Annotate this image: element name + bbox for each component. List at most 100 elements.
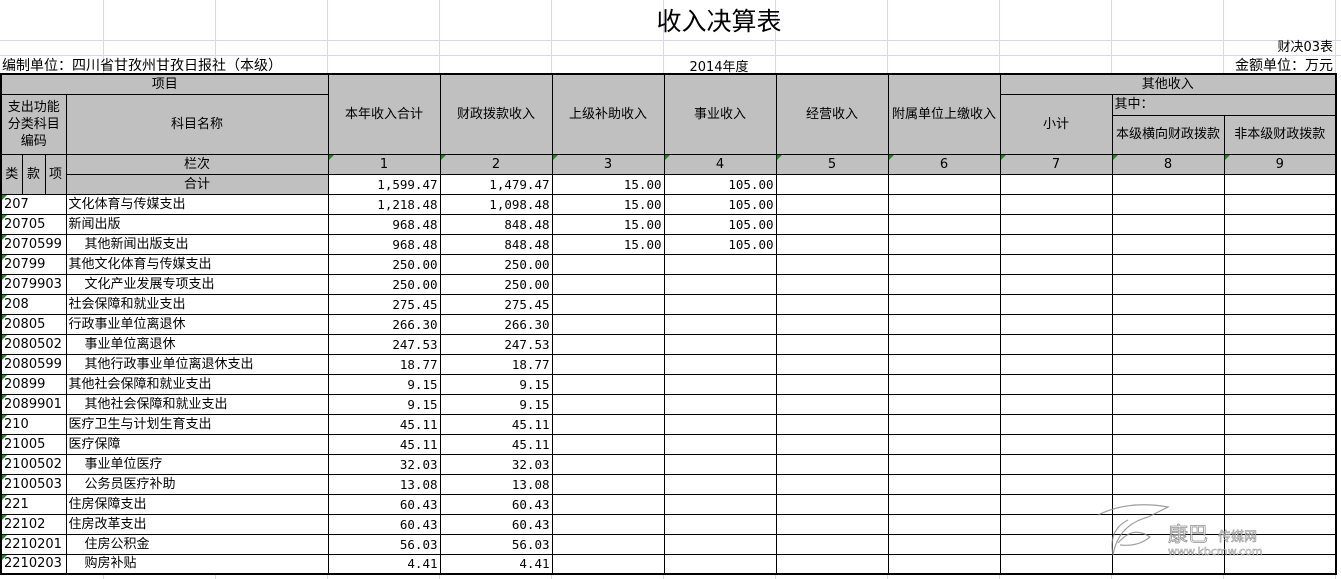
value-cell: 250.00 <box>439 273 553 295</box>
total-value: 1,599.47 <box>327 173 441 195</box>
value-cell: 275.45 <box>439 293 553 315</box>
value-cell: 32.03 <box>327 453 441 475</box>
value-cell: 266.30 <box>327 313 441 335</box>
subject-name: 事业单位离退休 <box>65 333 329 355</box>
value-cell: 60.43 <box>327 513 441 535</box>
value-cell <box>551 453 665 475</box>
subject-name: 其他社会保障和就业支出 <box>65 393 329 415</box>
subject-name: 住房保障支出 <box>65 493 329 515</box>
value-cell <box>887 193 1001 215</box>
subject-code: 2100503 <box>0 473 67 495</box>
value-cell <box>551 373 665 395</box>
value-cell <box>1111 293 1225 315</box>
value-cell <box>999 313 1113 335</box>
value-cell <box>1223 373 1337 395</box>
value-cell <box>887 293 1001 315</box>
value-cell <box>775 273 889 295</box>
value-cell <box>1223 233 1337 255</box>
value-cell <box>775 433 889 455</box>
value-cell <box>999 233 1113 255</box>
header-kuan: 款 <box>21 153 46 195</box>
value-cell: 105.00 <box>663 213 777 235</box>
subject-code: 2210201 <box>0 533 67 555</box>
subject-code: 2089901 <box>0 393 67 415</box>
watermark-name: 康巴 <box>1168 522 1208 546</box>
subject-name: 文化体育与传媒支出 <box>65 193 329 215</box>
col-num: 7 <box>999 153 1113 175</box>
value-cell <box>999 353 1113 375</box>
value-cell <box>1111 313 1225 335</box>
value-cell <box>663 393 777 415</box>
value-cell <box>887 413 1001 435</box>
value-cell <box>999 413 1113 435</box>
value-cell <box>775 473 889 495</box>
header-lanci: 栏次 <box>65 153 329 175</box>
table-row: 207 文化体育与传媒支出 1,218.48 1,098.48 15.00 105.00 <box>0 193 1337 215</box>
value-cell <box>663 373 777 395</box>
value-cell <box>551 353 665 375</box>
header-lei: 类 <box>0 153 23 195</box>
value-cell <box>887 553 1001 575</box>
value-cell <box>551 333 665 355</box>
header-other-income: 其他收入 <box>999 73 1337 95</box>
col-num: 3 <box>551 153 665 175</box>
value-cell <box>663 553 777 575</box>
value-cell: 266.30 <box>439 313 553 335</box>
value-cell <box>551 553 665 575</box>
value-cell <box>663 533 777 555</box>
value-cell <box>775 253 889 275</box>
value-cell <box>775 493 889 515</box>
value-cell <box>663 313 777 335</box>
table-row: 2079903 文化产业发展专项支出 250.00 250.00 <box>0 273 1337 295</box>
subject-name: 其他社会保障和就业支出 <box>65 373 329 395</box>
value-cell: 15.00 <box>551 213 665 235</box>
subject-code: 22102 <box>0 513 67 535</box>
value-cell <box>1223 353 1337 375</box>
table-row: 2210203 购房补贴 4.41 4.41 <box>0 553 1337 575</box>
table-row: 20705 新闻出版 968.48 848.48 15.00 105.00 <box>0 213 1337 235</box>
subject-name: 社会保障和就业支出 <box>65 293 329 315</box>
value-cell <box>551 253 665 275</box>
subject-code: 20799 <box>0 253 67 275</box>
watermark-logo: 康巴 传媒网 www.kbcmw.com <box>1097 504 1263 558</box>
subject-name: 新闻出版 <box>65 213 329 235</box>
income-table: 项目 本年收入合计 财政拨款收入 上级补助收入 事业收入 经营收入 附属单位上缴… <box>0 73 1338 575</box>
subject-name: 事业单位医疗 <box>65 453 329 475</box>
value-cell <box>663 293 777 315</box>
value-cell: 60.43 <box>439 493 553 515</box>
value-cell <box>663 413 777 435</box>
value-cell <box>551 533 665 555</box>
subject-name: 行政事业单位离退休 <box>65 313 329 335</box>
header-subtotal: 小计 <box>999 93 1113 155</box>
value-cell <box>887 433 1001 455</box>
value-cell <box>551 433 665 455</box>
table-row: 2080599 其他行政事业单位离退休支出 18.77 18.77 <box>0 353 1337 375</box>
value-cell <box>887 253 1001 275</box>
value-cell <box>775 353 889 375</box>
subject-name: 购房补贴 <box>65 553 329 575</box>
header-name: 科目名称 <box>65 93 329 155</box>
value-cell <box>1223 553 1337 575</box>
value-cell <box>551 473 665 495</box>
value-cell: 15.00 <box>551 233 665 255</box>
value-cell <box>663 513 777 535</box>
subject-name: 住房公积金 <box>65 533 329 555</box>
value-cell: 45.11 <box>439 413 553 435</box>
total-value: 15.00 <box>551 173 665 195</box>
subject-code: 2079903 <box>0 273 67 295</box>
subject-name: 医疗保障 <box>65 433 329 455</box>
value-cell <box>1223 433 1337 455</box>
col-num: 6 <box>887 153 1001 175</box>
value-cell <box>1223 453 1337 475</box>
value-cell: 9.15 <box>439 373 553 395</box>
value-cell <box>999 273 1113 295</box>
value-cell <box>887 313 1001 335</box>
value-cell <box>551 393 665 415</box>
value-cell: 4.41 <box>439 553 553 575</box>
value-cell <box>1111 233 1225 255</box>
total-value: 1,479.47 <box>439 173 553 195</box>
total-value <box>1111 173 1225 195</box>
header-col-3: 上级补助收入 <box>551 73 665 155</box>
subject-code: 20899 <box>0 373 67 395</box>
value-cell <box>887 513 1001 535</box>
